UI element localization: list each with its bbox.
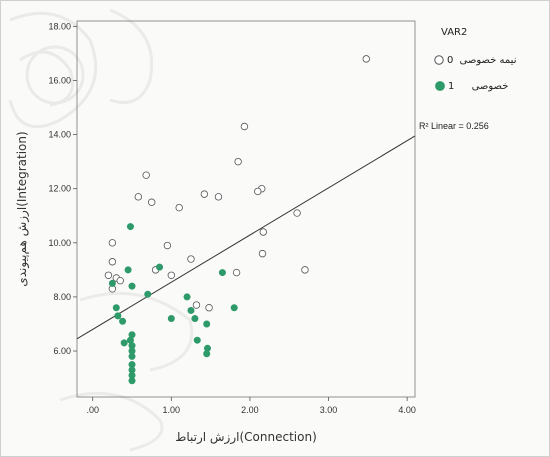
- data-point-private: [193, 336, 201, 344]
- data-point-semi-private: [167, 271, 176, 279]
- x-tick-label: 1.00: [163, 405, 181, 415]
- legend-marker-filled: [435, 81, 445, 91]
- data-point-semi-private: [104, 271, 113, 279]
- y-tick-label: 14.00: [48, 130, 71, 140]
- legend-code-0: 0: [447, 55, 453, 66]
- data-point-semi-private: [108, 258, 117, 266]
- data-point-private: [128, 377, 136, 385]
- y-tick-label: 12.00: [48, 184, 71, 194]
- data-point-semi-private: [200, 190, 209, 198]
- y-tick-label: 6.00: [53, 346, 71, 356]
- data-point-semi-private: [362, 55, 370, 63]
- fit-line-label: R² Linear = 0.256: [419, 121, 489, 131]
- x-tick-label: 2.00: [241, 405, 259, 415]
- legend-marker-open: [434, 55, 444, 65]
- data-point-semi-private: [214, 193, 223, 201]
- data-point-private: [156, 263, 164, 271]
- y-tick-label: 10.00: [48, 238, 71, 248]
- y-tick-label: 18.00: [48, 21, 71, 31]
- plot-area: [76, 20, 416, 398]
- data-point-semi-private: [232, 268, 241, 277]
- x-tick-label: 4.00: [398, 405, 416, 415]
- data-point-semi-private: [258, 249, 267, 258]
- data-point-semi-private: [192, 301, 201, 309]
- x-axis: .00 1.00 2.00 3.00 4.00: [86, 397, 416, 415]
- data-point-semi-private: [175, 203, 183, 212]
- data-point-private: [120, 339, 128, 347]
- legend-label-0: نیمه خصوصی: [460, 55, 517, 66]
- data-point-private: [114, 312, 122, 320]
- data-point-semi-private: [116, 276, 124, 285]
- data-point-semi-private: [187, 255, 195, 263]
- data-point-private: [191, 315, 199, 323]
- data-point-private: [128, 352, 136, 360]
- data-points: [104, 55, 370, 385]
- data-point-semi-private: [147, 198, 156, 206]
- y-tick-label: 8.00: [53, 292, 71, 302]
- data-point-private: [112, 304, 120, 312]
- data-point-semi-private: [134, 193, 143, 201]
- data-point-private: [167, 315, 175, 323]
- data-point-private: [230, 304, 238, 312]
- y-axis: 6.00 8.00 10.00 12.00 14.00 16.00 18.00: [48, 21, 77, 356]
- data-point-private: [183, 293, 191, 301]
- data-point-semi-private: [142, 171, 150, 179]
- data-point-semi-private: [234, 157, 242, 166]
- data-point-semi-private: [205, 304, 213, 312]
- data-point-private: [218, 269, 226, 277]
- y-tick-label: 16.00: [48, 76, 71, 86]
- data-point-private: [187, 306, 195, 314]
- fit-line: [76, 135, 416, 340]
- data-point-private: [126, 223, 134, 231]
- data-point-private: [128, 282, 136, 290]
- legend: VAR2 نیمه خصوصی 0 خصوصی 1: [434, 27, 517, 92]
- data-point-private: [203, 320, 211, 328]
- data-point-semi-private: [259, 228, 267, 236]
- legend-code-1: 1: [448, 81, 454, 92]
- data-point-semi-private: [293, 209, 301, 217]
- x-tick-label: .00: [86, 405, 99, 415]
- x-tick-label: 3.00: [320, 405, 338, 415]
- data-point-semi-private: [108, 239, 117, 247]
- y-axis-title: ارزش هم‌پیوندی(Integration): [15, 131, 30, 286]
- data-point-semi-private: [240, 122, 249, 131]
- x-axis-title: ارزش ارتباط(Connection): [175, 430, 317, 445]
- data-point-private: [119, 317, 127, 325]
- legend-label-1: خصوصی: [472, 81, 509, 92]
- data-point-semi-private: [301, 266, 309, 274]
- legend-title: VAR2: [441, 27, 467, 38]
- data-point-semi-private: [254, 187, 262, 196]
- data-point-private: [144, 290, 152, 298]
- data-point-private: [203, 350, 211, 358]
- data-point-private: [124, 266, 132, 274]
- data-point-semi-private: [163, 241, 172, 250]
- data-point-private: [108, 279, 116, 287]
